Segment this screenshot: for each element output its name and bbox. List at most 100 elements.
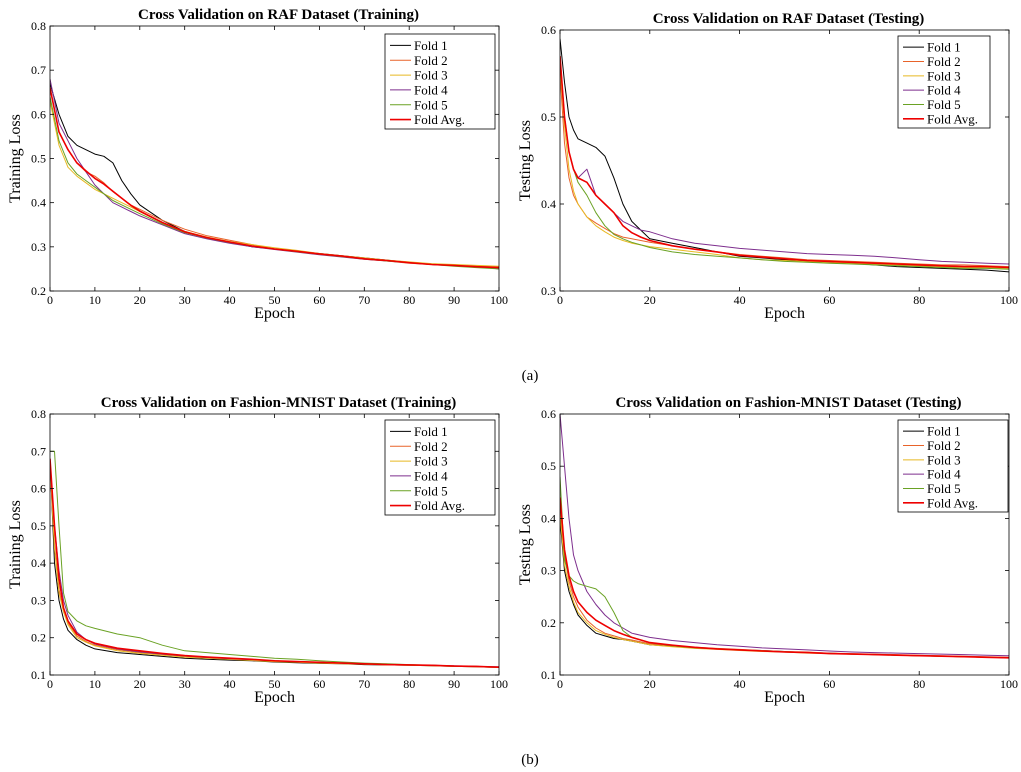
y-tick-label: 0.1 xyxy=(31,668,46,682)
x-tick-label: 0 xyxy=(47,677,53,691)
y-tick-label: 0.8 xyxy=(31,407,46,421)
y-tick-label: 0.3 xyxy=(31,593,46,607)
x-tick-label: 30 xyxy=(179,677,191,691)
x-tick-label: 80 xyxy=(403,293,415,307)
legend-label-fold-5: Fold 5 xyxy=(927,97,961,112)
y-tick-label: 0.2 xyxy=(31,284,46,298)
y-tick-label: 0.3 xyxy=(31,240,46,254)
series-line-fold-1 xyxy=(560,518,1009,659)
y-tick-label: 0.4 xyxy=(31,196,46,210)
x-tick-label: 100 xyxy=(490,677,508,691)
legend-label-fold-3: Fold 3 xyxy=(927,68,961,83)
x-tick-label: 80 xyxy=(403,677,415,691)
y-tick-label: 0.4 xyxy=(541,197,556,211)
x-tick-label: 60 xyxy=(313,293,325,307)
y-axis-label: Training Loss xyxy=(7,114,24,203)
series-line-fold-avg xyxy=(560,56,1009,269)
y-tick-label: 0.4 xyxy=(541,511,556,525)
x-tick-label: 30 xyxy=(179,293,191,307)
series-line-fold-avg xyxy=(50,458,499,668)
x-tick-label: 40 xyxy=(224,677,236,691)
y-axis-label: Training Loss xyxy=(7,500,24,589)
y-tick-label: 0.5 xyxy=(541,459,556,473)
x-tick-label: 50 xyxy=(269,677,281,691)
y-tick-label: 0.4 xyxy=(31,556,46,570)
y-axis-label: Testing Loss xyxy=(517,504,534,585)
x-tick-label: 70 xyxy=(358,677,370,691)
x-tick-label: 100 xyxy=(1000,293,1018,307)
y-tick-label: 0.7 xyxy=(31,444,46,458)
legend-label-fold-3: Fold 3 xyxy=(927,452,961,467)
x-tick-label: 60 xyxy=(823,677,835,691)
chart-title: Cross Validation on RAF Dataset (Testing… xyxy=(653,11,925,27)
series-line-fold-1 xyxy=(560,38,1009,273)
x-tick-label: 0 xyxy=(47,293,53,307)
y-tick-label: 0.6 xyxy=(541,407,556,421)
y-tick-label: 0.3 xyxy=(541,564,556,578)
legend-label-fold-2: Fold 2 xyxy=(927,54,961,69)
plot-frame xyxy=(559,29,1010,292)
y-tick-label: 0.2 xyxy=(541,616,556,630)
legend-label-fold-3: Fold 3 xyxy=(414,454,448,469)
x-axis-label: Epoch xyxy=(254,689,295,706)
legend-label-fold-4: Fold 4 xyxy=(414,468,448,483)
legend-label-fold-1: Fold 1 xyxy=(414,38,448,53)
x-tick-label: 70 xyxy=(358,293,370,307)
y-tick-label: 0.5 xyxy=(31,519,46,533)
y-axis-label: Testing Loss xyxy=(517,120,534,201)
legend-label-fold-avg: Fold Avg. xyxy=(927,111,978,126)
legend-label-fold-avg: Fold Avg. xyxy=(927,495,978,510)
legend-label-fold-5: Fold 5 xyxy=(414,483,448,498)
legend-label-fold-4: Fold 4 xyxy=(927,467,961,482)
series-group xyxy=(560,414,1009,659)
legend-label-fold-5: Fold 5 xyxy=(414,97,448,112)
x-tick-label: 40 xyxy=(224,293,236,307)
y-tick-label: 0.1 xyxy=(541,668,556,682)
legend-label-fold-2: Fold 2 xyxy=(414,439,448,454)
legend-label-fold-4: Fold 4 xyxy=(927,83,961,98)
legend-label-fold-3: Fold 3 xyxy=(414,68,448,83)
chart-title: Cross Validation on Fashion-MNIST Datase… xyxy=(615,395,961,411)
legend-label-fold-1: Fold 1 xyxy=(414,424,448,439)
legend-label-fold-1: Fold 1 xyxy=(927,40,961,55)
legend-label-fold-4: Fold 4 xyxy=(414,82,448,97)
chart-title: Cross Validation on RAF Dataset (Trainin… xyxy=(138,7,419,23)
legend-label-fold-5: Fold 5 xyxy=(927,481,961,496)
x-axis-label: Epoch xyxy=(764,305,805,322)
x-tick-label: 20 xyxy=(134,293,146,307)
x-tick-label: 90 xyxy=(448,293,460,307)
y-tick-label: 0.7 xyxy=(31,63,46,77)
caption-a: (a) xyxy=(522,368,539,384)
series-line-fold-4 xyxy=(560,414,1009,657)
series-line-fold-2 xyxy=(560,507,1009,658)
y-tick-label: 0.3 xyxy=(541,284,556,298)
chart-title: Cross Validation on Fashion-MNIST Datase… xyxy=(101,395,456,411)
x-tick-label: 0 xyxy=(557,293,563,307)
legend-label-fold-2: Fold 2 xyxy=(414,53,448,68)
y-tick-label: 0.8 xyxy=(31,19,46,33)
x-tick-label: 10 xyxy=(89,677,101,691)
x-axis-label: Epoch xyxy=(764,689,805,706)
legend-box xyxy=(384,33,496,130)
panel-raf-training: Cross Validation on RAF Dataset (Trainin… xyxy=(7,7,508,322)
x-tick-label: 80 xyxy=(913,677,925,691)
series-line-fold-4 xyxy=(560,56,1009,265)
x-tick-label: 90 xyxy=(448,677,460,691)
series-line-fold-3 xyxy=(560,64,1009,269)
x-tick-label: 40 xyxy=(734,677,746,691)
series-line-fold-5 xyxy=(560,56,1009,270)
series-line-fold-avg xyxy=(560,497,1009,659)
x-tick-label: 60 xyxy=(313,677,325,691)
y-tick-label: 0.2 xyxy=(31,631,46,645)
y-tick-label: 0.5 xyxy=(541,110,556,124)
x-tick-label: 20 xyxy=(644,677,656,691)
legend-label-fold-2: Fold 2 xyxy=(927,438,961,453)
y-tick-label: 0.6 xyxy=(31,482,46,496)
x-tick-label: 60 xyxy=(823,293,835,307)
legend-box xyxy=(897,419,1009,513)
x-tick-label: 80 xyxy=(913,293,925,307)
